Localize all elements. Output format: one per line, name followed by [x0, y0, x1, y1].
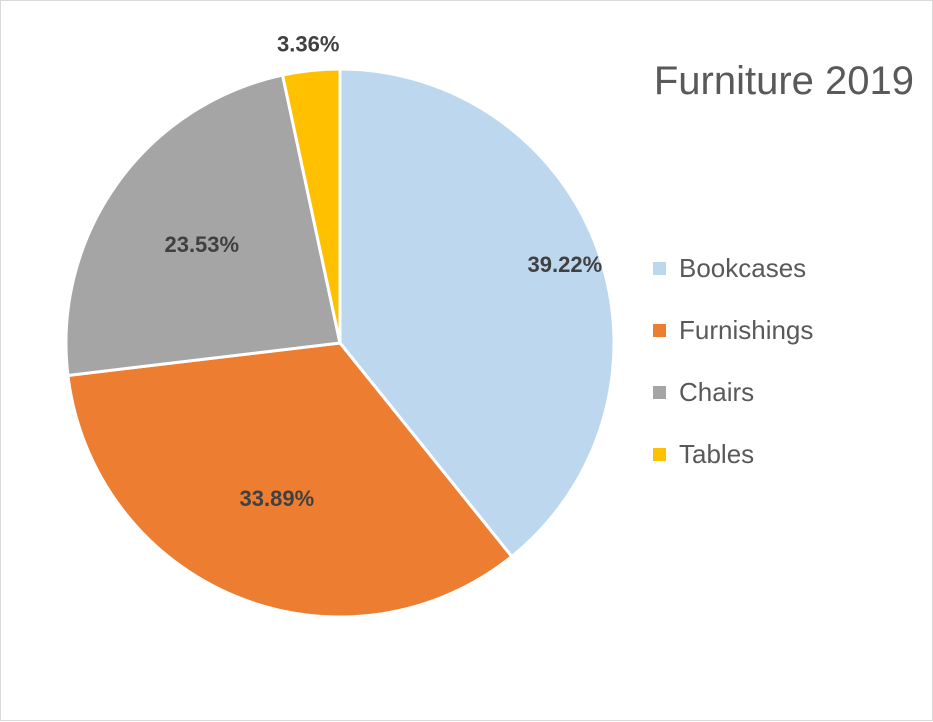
legend-swatch	[653, 323, 666, 337]
legend-swatch	[653, 261, 666, 275]
legend-swatch	[653, 385, 666, 399]
data-label-tables: 3.36%	[277, 31, 339, 56]
pie-slice-bookcases	[338, 67, 616, 559]
legend: Bookcases Furnishings Chairs Tables	[653, 237, 813, 485]
data-label-chairs: 23.53%	[164, 232, 239, 257]
chart-title: Furniture 2019	[653, 59, 914, 103]
legend-swatch	[653, 447, 666, 461]
data-label-bookcases: 39.22%	[528, 252, 603, 277]
legend-item-bookcases: Bookcases	[653, 237, 813, 299]
pie-slice-chairs	[64, 73, 342, 378]
pie-slice-tables	[280, 67, 342, 344]
legend-item-furnishings: Furnishings	[653, 299, 813, 361]
legend-item-chairs: Chairs	[653, 361, 813, 423]
data-label-furnishings: 33.89%	[240, 486, 315, 511]
pie-slice-furnishings	[66, 341, 514, 619]
legend-label: Furnishings	[679, 314, 814, 345]
legend-label: Chairs	[679, 376, 755, 407]
legend-label: Bookcases	[679, 252, 807, 283]
legend-label: Tables	[679, 438, 755, 469]
legend-item-tables: Tables	[653, 423, 813, 485]
